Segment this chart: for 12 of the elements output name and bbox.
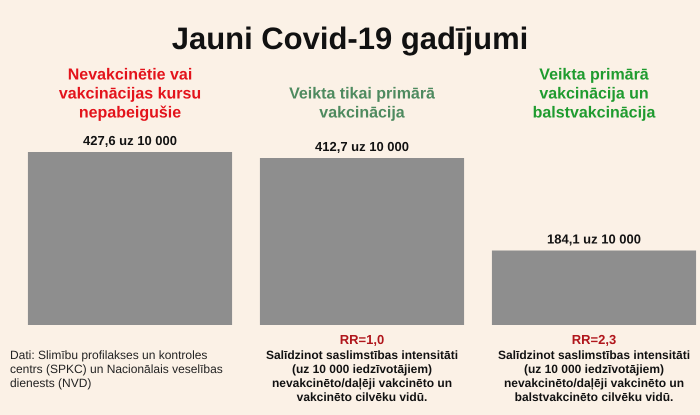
data-label: 412,7 uz 10 000 bbox=[315, 139, 409, 154]
x-tick-label: Nevakcinētie vai vakcinācijas kursu nepabeigušie bbox=[58, 66, 202, 122]
data-label: 184,1 uz 10 000 bbox=[547, 232, 641, 247]
text: Salīdzinot saslimstības intensitāti (uz 10 000 iedzīvotājiem) nevakcinēto/daļēji vakcinēto un vakcinēto cilvēku vidū. bbox=[266, 348, 458, 404]
data-label: 427,6 uz 10 000 bbox=[83, 133, 177, 148]
x-tick-label: Veikta tikai primārā vakcinācija bbox=[289, 86, 436, 122]
text: Dati: Slimību profilakses un kontroles centrs (SPKC) un Nacionālais veselības dienests (NVD) bbox=[10, 348, 223, 390]
text: RR=2,3 bbox=[572, 332, 616, 347]
chart-title: Jauni Covid-19 gadījumi bbox=[172, 21, 528, 56]
text: Salīdzinot saslimstības intensitāti (uz 10 000 iedzīvotājiem) nevakcinēto/daļēji vakcinēto un balstvakcinēto cilvēku vidū. bbox=[498, 348, 690, 404]
x-tick-label: Veikta primārā vakcinācija un balstvakcinācija bbox=[532, 66, 656, 122]
text: RR=1,0 bbox=[340, 332, 384, 347]
